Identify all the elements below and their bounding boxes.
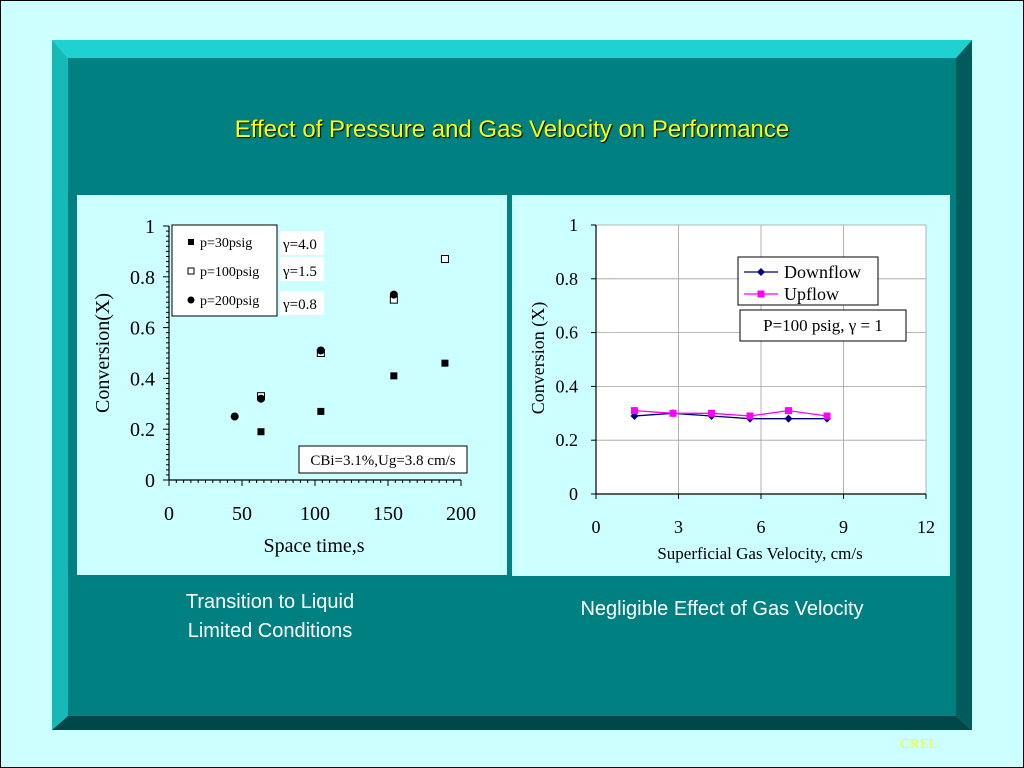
series-line	[634, 412, 827, 420]
line-chart: 0 3 6 9 12 0 0.2 0.4 0.6 0.8 1 Superficial Gas Vel…	[528, 215, 935, 563]
data-point	[256, 394, 265, 403]
data-point	[390, 372, 398, 380]
x-tick-label: 200	[446, 503, 476, 525]
y-tick-label: 0.4	[556, 376, 579, 396]
data-point	[630, 411, 639, 420]
y-tick-label: 0.2	[556, 430, 579, 450]
legend-entry: Upflow	[784, 284, 839, 304]
data-point	[230, 412, 239, 421]
y-tick-label: 1	[145, 216, 155, 238]
y-tick-label: 0	[569, 484, 578, 504]
x-axis-label: Superficial Gas Velocity, cm/s	[657, 544, 862, 563]
legend-marker	[187, 296, 195, 304]
legend-entry: Downflow	[784, 262, 861, 282]
y-axis-label: Conversion(X)	[92, 293, 114, 413]
y-tick-label: 0.2	[130, 419, 155, 441]
data-point	[785, 407, 792, 415]
annotation-gamma-3: γ=0.8	[282, 297, 317, 313]
condition-box	[739, 309, 907, 342]
y-tick-label: 0	[145, 470, 155, 492]
data-point	[746, 412, 754, 420]
caption-left: Transition to Liquid Limited Conditions	[140, 588, 400, 646]
y-tick-label: 0.4	[130, 368, 155, 390]
series-line	[634, 409, 828, 417]
legend-marker	[188, 239, 194, 245]
y-tick-label: 1	[569, 215, 578, 235]
slide-title: Effect of Pressure and Gas Velocity on P…	[234, 116, 790, 143]
legend-entry: p=200psig	[200, 294, 259, 309]
data-point	[316, 346, 325, 355]
legend-marker	[187, 267, 195, 275]
data-point	[389, 290, 398, 299]
data-point	[784, 414, 793, 423]
x-tick-label: 3	[674, 517, 683, 537]
annotation-gamma-2: γ=1.5	[282, 264, 317, 280]
right-chart-panel: 0 3 6 9 12 0 0.2 0.4 0.6 0.8 1 Superficial Gas Vel…	[512, 195, 950, 576]
y-tick-label: 0.8	[556, 269, 579, 289]
legend-marker	[757, 268, 765, 276]
annotation-gamma-1: γ=4.0	[282, 237, 317, 253]
annotation-conditions: CBi=3.1%,Ug=3.8 cm/s	[310, 453, 455, 469]
condition-box	[298, 445, 468, 474]
data-point	[317, 407, 325, 415]
x-tick-label: 9	[839, 517, 848, 537]
x-tick-label: 12	[917, 517, 935, 537]
data-point	[631, 407, 638, 415]
x-tick-label: 150	[373, 503, 403, 525]
footer-logo-text: CREL	[900, 737, 938, 752]
y-tick-label: 0.6	[130, 318, 155, 340]
data-point	[708, 409, 715, 417]
data-point	[441, 359, 449, 367]
caption-left-line2: Limited Conditions	[187, 620, 353, 642]
y-axis-label: Conversion (X)	[528, 302, 549, 414]
x-tick-label: 0	[164, 503, 174, 525]
x-axis-label: Space time,s	[263, 535, 364, 557]
data-point	[440, 255, 449, 264]
x-tick-label: 100	[300, 503, 330, 525]
legend-entry: p=30psig	[200, 236, 252, 251]
data-point	[257, 428, 265, 436]
data-point	[669, 409, 677, 417]
data-point	[823, 412, 831, 420]
left-chart-panel: 0 50 100 150 200 0 0.2 0.4 0.6 0.8 1 Space time,s …	[77, 195, 507, 575]
x-tick-label: 50	[232, 503, 252, 525]
caption-left-line1: Transition to Liquid	[185, 591, 355, 613]
legend-entry: p=100psig	[200, 265, 259, 280]
x-tick-label: 6	[757, 517, 766, 537]
y-tick-label: 0.6	[556, 323, 579, 343]
x-tick-label: 0	[592, 517, 601, 537]
legend-marker	[757, 290, 765, 298]
y-tick-label: 0.8	[130, 267, 155, 289]
annotation-pressure: P=100 psig, γ = 1	[763, 316, 883, 335]
caption-right: Negligible Effect of Gas Velocity	[580, 598, 864, 620]
